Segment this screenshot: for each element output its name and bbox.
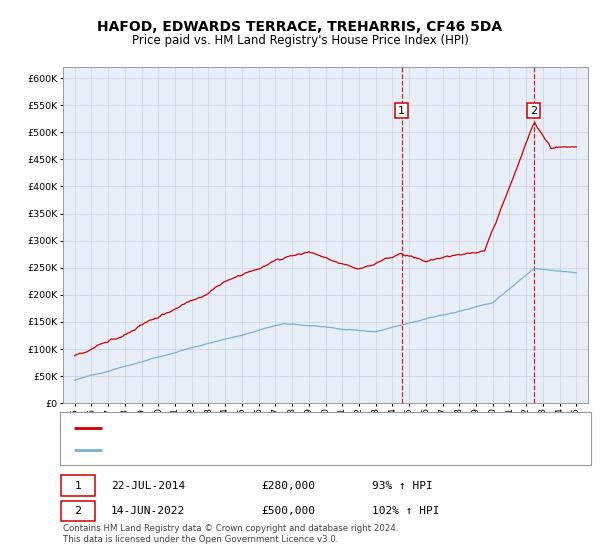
Text: HAFOD, EDWARDS TERRACE, TREHARRIS, CF46 5DA (detached house): HAFOD, EDWARDS TERRACE, TREHARRIS, CF46 … [108, 423, 473, 433]
Text: 102% ↑ HPI: 102% ↑ HPI [372, 506, 439, 516]
Text: 1: 1 [74, 480, 82, 491]
Text: £280,000: £280,000 [261, 480, 315, 491]
Text: 14-JUN-2022: 14-JUN-2022 [111, 506, 185, 516]
Text: 2: 2 [74, 506, 82, 516]
Text: Price paid vs. HM Land Registry's House Price Index (HPI): Price paid vs. HM Land Registry's House … [131, 34, 469, 46]
Text: This data is licensed under the Open Government Licence v3.0.: This data is licensed under the Open Gov… [63, 535, 338, 544]
Text: 22-JUL-2014: 22-JUL-2014 [111, 480, 185, 491]
Text: HAFOD, EDWARDS TERRACE, TREHARRIS, CF46 5DA: HAFOD, EDWARDS TERRACE, TREHARRIS, CF46 … [97, 20, 503, 34]
Text: 2: 2 [530, 105, 537, 115]
Text: 1: 1 [398, 105, 405, 115]
Text: Contains HM Land Registry data © Crown copyright and database right 2024.: Contains HM Land Registry data © Crown c… [63, 524, 398, 533]
Text: £500,000: £500,000 [261, 506, 315, 516]
Text: HPI: Average price, detached house, Merthyr Tydfil: HPI: Average price, detached house, Mert… [108, 445, 372, 455]
Text: 93% ↑ HPI: 93% ↑ HPI [372, 480, 433, 491]
